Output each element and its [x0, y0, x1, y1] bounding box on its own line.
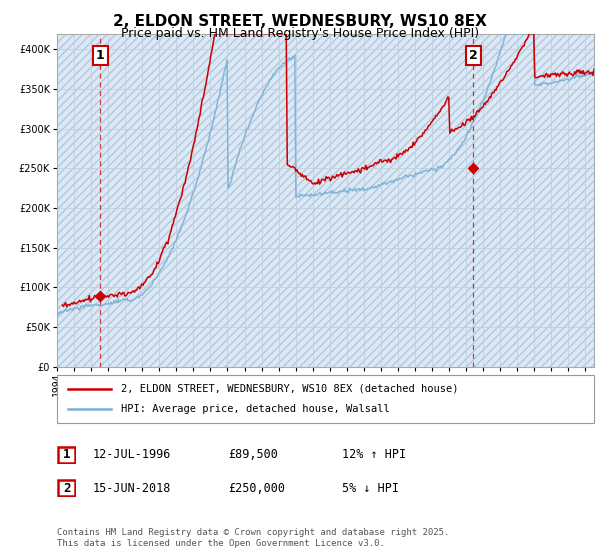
Text: 12% ↑ HPI: 12% ↑ HPI — [342, 448, 406, 461]
Text: 12-JUL-1996: 12-JUL-1996 — [93, 448, 172, 461]
Text: Contains HM Land Registry data © Crown copyright and database right 2025.
This d: Contains HM Land Registry data © Crown c… — [57, 528, 449, 548]
Text: 2, ELDON STREET, WEDNESBURY, WS10 8EX (detached house): 2, ELDON STREET, WEDNESBURY, WS10 8EX (d… — [121, 384, 459, 394]
Text: HPI: Average price, detached house, Walsall: HPI: Average price, detached house, Wals… — [121, 404, 390, 414]
Text: 2: 2 — [469, 49, 478, 62]
Text: £89,500: £89,500 — [228, 448, 278, 461]
Text: 5% ↓ HPI: 5% ↓ HPI — [342, 482, 399, 495]
Text: 15-JUN-2018: 15-JUN-2018 — [93, 482, 172, 495]
Text: 1: 1 — [95, 49, 104, 62]
Text: £250,000: £250,000 — [228, 482, 285, 495]
Text: Price paid vs. HM Land Registry's House Price Index (HPI): Price paid vs. HM Land Registry's House … — [121, 27, 479, 40]
Text: 2, ELDON STREET, WEDNESBURY, WS10 8EX: 2, ELDON STREET, WEDNESBURY, WS10 8EX — [113, 14, 487, 29]
Text: 2: 2 — [63, 482, 70, 495]
Text: 1: 1 — [63, 448, 70, 461]
